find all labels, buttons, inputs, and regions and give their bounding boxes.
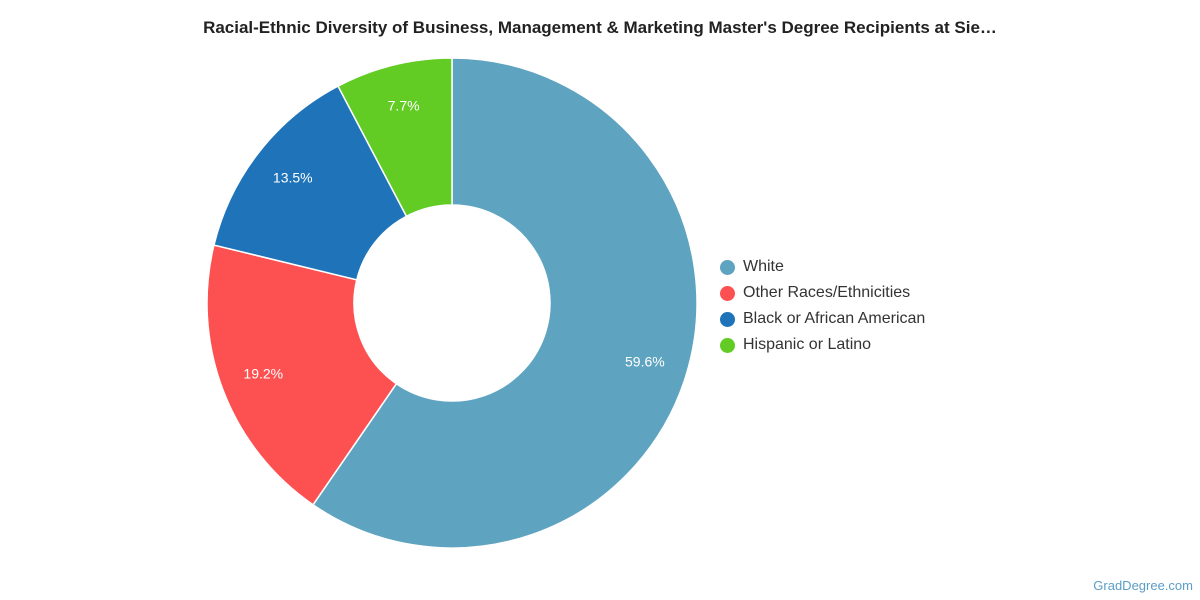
slice-label-hispanic-or-latino: 7.7%	[388, 98, 420, 114]
slice-other-races-ethnicities[interactable]	[206, 244, 398, 506]
legend-label-white: White	[743, 258, 784, 275]
slice-hispanic-or-latino[interactable]	[337, 57, 453, 218]
legend-swatch-black	[720, 311, 735, 327]
legend-swatch-hispanic	[720, 337, 735, 353]
legend-item-other-races[interactable]: Other Races/Ethnicities	[720, 280, 925, 306]
slice-label-other-races-ethnicities: 19.2%	[243, 366, 283, 382]
slice-label-white: 59.6%	[625, 354, 665, 370]
legend-label-hispanic: Hispanic or Latino	[743, 336, 872, 353]
slice-black-or-african-american[interactable]	[213, 85, 408, 281]
legend-swatch-white	[720, 259, 735, 275]
legend: White Other Races/Ethnicities Black or A…	[720, 254, 925, 358]
slice-label-black-or-african-american: 13.5%	[273, 169, 313, 185]
chart-title: Racial-Ethnic Diversity of Business, Man…	[203, 18, 997, 37]
legend-label-other-races: Other Races/Ethnicities	[743, 284, 911, 301]
legend-item-black[interactable]: Black or African American	[720, 306, 925, 332]
slice-white[interactable]	[311, 57, 698, 549]
legend-label-black: Black or African American	[743, 310, 926, 327]
legend-item-white[interactable]: White	[720, 254, 925, 280]
legend-item-hispanic[interactable]: Hispanic or Latino	[720, 332, 925, 358]
legend-swatch-other-races	[720, 285, 735, 301]
slices-group	[206, 57, 698, 549]
slice-labels-group: 59.6% 19.2% 13.5% 7.7%	[243, 98, 664, 382]
watermark-link[interactable]: GradDegree.com	[1093, 578, 1193, 593]
